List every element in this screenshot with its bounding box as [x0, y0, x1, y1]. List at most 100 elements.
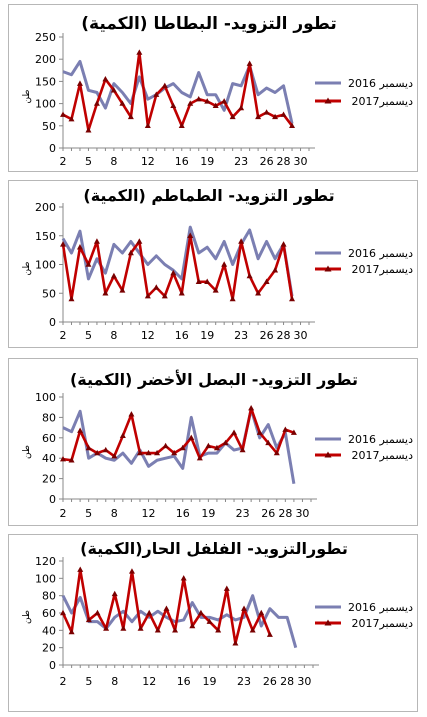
series-2017-point: [171, 449, 178, 456]
x-tick-label: 26: [260, 329, 274, 342]
chart-title: تطور التزويد- البطاطا (الكمية): [81, 14, 336, 34]
series-2017-point: [153, 91, 160, 97]
series-2017-point: [187, 232, 194, 238]
series-2017-point: [221, 98, 228, 104]
series-2017-point: [255, 113, 262, 120]
series-2016-line: [62, 407, 296, 484]
series-2017-point: [110, 87, 117, 93]
series-2017-point: [145, 449, 152, 456]
y-tick-label: 100: [35, 259, 56, 272]
series-2017-point: [111, 590, 118, 597]
y-tick-label: 40: [42, 452, 56, 465]
hot-pepper-chart: تطورالتزويد- الفلفل الحار(الكمية) 0 20 40 60…: [22, 539, 413, 688]
x-tick-label: 26: [260, 155, 274, 168]
y-tick-label: 0: [49, 493, 56, 506]
series-2017-point: [110, 272, 117, 279]
y-tick-label: 150: [35, 75, 56, 88]
series-2017-point: [239, 446, 246, 453]
series-2017-point: [76, 80, 83, 86]
x-tick-label: 23: [236, 507, 250, 520]
series-2017-point: [246, 272, 253, 279]
x-tick-label: 30: [294, 155, 308, 168]
series-2017-point: [222, 439, 229, 446]
series-2017-point: [161, 82, 168, 89]
x-tick-label: 8: [110, 329, 117, 342]
series-2017-point: [204, 278, 211, 284]
series-2016-line: [61, 594, 298, 649]
series-2017-point: [154, 449, 161, 456]
series-2017-point: [289, 122, 296, 128]
series-2017-point: [187, 100, 194, 106]
series-2017-point: [266, 631, 273, 637]
series-2017-point: [215, 627, 222, 633]
series-2017-point: [212, 102, 219, 109]
series-2017-point: [170, 102, 177, 109]
y-tick-label: 40: [42, 624, 56, 637]
potato-chart: تطور التزويد- البطاطا (الكمية) 0 50 100 150 2…: [22, 14, 413, 168]
series-2017-point: [197, 609, 204, 616]
series-2016-line: [62, 59, 294, 124]
series-2017-point: [204, 98, 211, 104]
x-tick-label: 23: [237, 675, 251, 688]
series-2017-point: [136, 49, 143, 55]
series-2017-point: [223, 585, 230, 591]
series-2017-point: [93, 238, 100, 244]
legend-2017-marker: [324, 265, 332, 272]
y-tick-label: 100: [35, 572, 56, 585]
hot-pepper-chart-panel: تطورالتزويد- الفلفل الحار(الكمية) 0 20 40 60…: [8, 534, 418, 712]
series-2017-point: [68, 295, 75, 302]
chart-title: تطورالتزويد- الفلفل الحار(الكمية): [80, 539, 348, 558]
series-2017-point: [102, 446, 109, 453]
x-tick-label: 26: [261, 507, 275, 520]
y-tick-label: 150: [35, 230, 56, 243]
x-tick-label: 19: [200, 329, 214, 342]
series-2017-point: [68, 115, 75, 122]
x-tick-label: 28: [280, 675, 294, 688]
y-axis-label: طن: [22, 610, 32, 624]
series-2017-point: [249, 627, 256, 633]
series-2017-point: [94, 609, 101, 616]
series-2017-point: [136, 449, 143, 456]
y-tick-label: 20: [42, 473, 56, 486]
green-onion-chart-panel: تطور التزويد- البصل الأخضر (الكمية) 0 20 40…: [8, 358, 418, 526]
legend-2017-marker: [324, 451, 332, 458]
series-2017-point: [272, 113, 279, 120]
legend-2016-label: ديسمبر 2016: [348, 77, 413, 90]
x-tick-label: 28: [277, 155, 291, 168]
series-2017-point: [196, 455, 203, 461]
series-2017-point: [85, 444, 92, 451]
series-2017-line: [62, 406, 295, 462]
x-tick-label: 16: [175, 329, 189, 342]
x-tick-label: 30: [295, 507, 309, 520]
x-tick-label: 12: [141, 155, 155, 168]
tomato-chart: تطور التزويد- الطماطم (الكمية) 0 50 100 150 2…: [22, 186, 413, 342]
x-tick-label: 23: [234, 155, 248, 168]
series-2017-point: [180, 575, 187, 581]
series-2017-point: [154, 627, 161, 633]
x-tick-label: 19: [200, 155, 214, 168]
x-tick-label: 12: [142, 675, 156, 688]
x-tick-label: 5: [85, 155, 92, 168]
y-tick-label: 0: [49, 316, 56, 329]
chart-title: تطور التزويد- الطماطم (الكمية): [83, 186, 334, 205]
series-2017-point: [102, 290, 109, 296]
series-2017-point: [60, 111, 66, 117]
chart-title: تطور التزويد- البصل الأخضر (الكمية): [70, 370, 358, 389]
x-tick-label: 16: [177, 675, 191, 688]
legend-2017-label: ديسمبر2017: [351, 263, 413, 276]
x-tick-label: 19: [201, 507, 215, 520]
series-2017-point: [144, 292, 151, 299]
y-tick-label: 20: [42, 642, 56, 655]
x-tick-label: 23: [234, 329, 248, 342]
series-2017-point: [280, 241, 287, 247]
series-2017-point: [120, 625, 127, 631]
y-axis-label: طن: [22, 445, 32, 459]
series-2017-point: [178, 290, 185, 296]
y-axis-label: طن: [22, 89, 32, 103]
series-2017-point: [232, 640, 239, 646]
x-tick-label: 30: [294, 329, 308, 342]
y-tick-label: 0: [49, 142, 56, 155]
series-2017-point: [221, 261, 228, 267]
series-2017-point: [76, 244, 83, 250]
x-tick-label: 2: [60, 155, 67, 168]
